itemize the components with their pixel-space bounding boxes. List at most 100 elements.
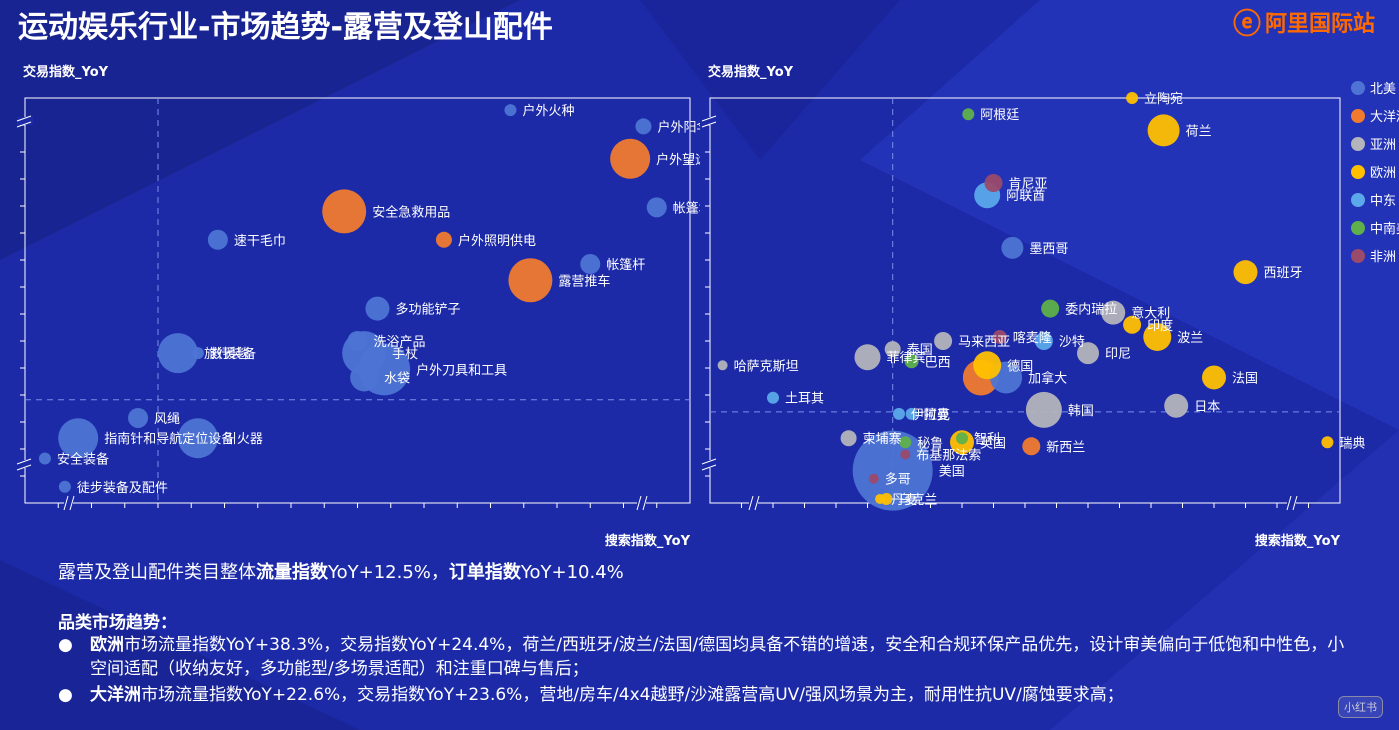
point-帐篷杆	[580, 254, 601, 275]
summary-prefix: 露营及登山配件类目整体	[58, 562, 256, 583]
trend-item-europe: ● 欧洲市场流量指数YoY+38.3%，交易指数YoY+24.4%，荷兰/西班牙…	[58, 633, 1348, 681]
point-泰国	[884, 341, 901, 358]
label-加拿大: 加拿大	[1028, 370, 1067, 386]
point-肯尼亚	[984, 174, 1003, 193]
axis-break-mark	[701, 458, 717, 465]
point-智利	[956, 432, 968, 445]
axis-break-mark	[701, 121, 717, 128]
point-户外照明供电	[435, 231, 452, 248]
axis-break-mark	[1286, 495, 1292, 511]
label-印度: 印度	[1147, 318, 1173, 334]
label-手杖: 手杖	[392, 347, 418, 362]
point-徒步装备及配件	[58, 480, 71, 493]
point-安全急救用品	[322, 189, 367, 234]
label-安全急救用品: 安全急救用品	[372, 204, 450, 220]
point-法国	[1202, 365, 1226, 390]
category-scatter-chart: 交易指数_YoY 搜索指数_YoY 户外火种户外阳伞户外望远镜帐篷地钉&锤 安全急救用…	[16, 64, 700, 549]
axis-break-mark	[701, 115, 717, 122]
legend-marker-欧洲	[1351, 165, 1365, 179]
point-美国	[852, 430, 933, 511]
label-乌克兰: 乌克兰	[898, 492, 937, 508]
label-丹麦: 丹麦	[891, 493, 917, 508]
x-axis-label: 搜索指数_YoY	[605, 533, 691, 549]
label-户外火种: 户外火种	[522, 103, 574, 119]
point-帐篷地钉&锤	[646, 197, 667, 218]
label-美国: 美国	[939, 465, 965, 480]
point-速干毛巾	[207, 229, 228, 250]
order-index-label: 订单指数	[448, 562, 521, 583]
label-阿根廷: 阿根廷	[980, 108, 1019, 123]
label-多哥: 多哥	[885, 472, 911, 488]
flow-index-value: YoY+12.5%，	[328, 562, 449, 583]
point-洗浴产品	[347, 331, 368, 351]
label-户外阳伞: 户外阳伞	[657, 119, 700, 135]
axis-break-mark	[63, 495, 69, 511]
label-英国: 英国	[980, 436, 1006, 451]
point-立陶宛	[1126, 92, 1139, 104]
label-意大利: 意大利	[1131, 306, 1170, 322]
label-泰国: 泰国	[907, 343, 933, 358]
point-秘鲁	[899, 436, 912, 449]
legend-marker-北美	[1351, 81, 1365, 95]
x-axis-label: 搜索指数_YoY	[1255, 533, 1341, 549]
label-喀麦隆: 喀麦隆	[1013, 330, 1052, 346]
label-立陶宛: 立陶宛	[1144, 91, 1183, 107]
label-柬埔寨: 柬埔寨	[863, 431, 902, 447]
label-阿曼: 阿曼	[924, 408, 950, 423]
legend-marker-亚洲	[1351, 137, 1365, 151]
point-瑞典	[1321, 436, 1334, 449]
point-沙特	[1034, 332, 1053, 350]
point-印尼	[1077, 342, 1099, 365]
point-伊拉克	[893, 407, 905, 420]
label-巴西: 巴西	[925, 355, 951, 370]
legend-label-欧洲: 欧洲	[1370, 166, 1396, 181]
label-水袋: 水袋	[384, 371, 410, 386]
axis-break-mark	[16, 464, 32, 471]
axis-break-y	[702, 117, 718, 125]
point-日本	[1164, 393, 1189, 418]
label-瑞典: 瑞典	[1339, 436, 1365, 451]
trend-section-title: 品类市场趋势：	[58, 613, 177, 633]
label-西班牙: 西班牙	[1264, 266, 1303, 281]
axis-break-mark	[701, 464, 717, 471]
point-安全装备	[38, 452, 51, 465]
label-韩国: 韩国	[1068, 404, 1094, 419]
axis-break-mark	[636, 495, 642, 511]
label-新西兰: 新西兰	[1046, 439, 1085, 455]
label-马来西亚: 马来西亚	[958, 335, 1010, 350]
y-axis-label: 交易指数_YoY	[23, 64, 109, 80]
label-沙特: 沙特	[1059, 335, 1085, 350]
axis-break-mark	[16, 121, 32, 128]
label-肯尼亚: 肯尼亚	[1009, 177, 1048, 192]
label-旅行装备: 旅行装备	[204, 346, 256, 362]
point-水袋	[350, 363, 379, 392]
label-阿联酋: 阿联酋	[1006, 188, 1045, 204]
axis-break-x	[1287, 497, 1296, 511]
legend-label-中南美: 中南美	[1370, 221, 1399, 237]
point-委内瑞拉	[1041, 299, 1060, 318]
legend-label-北美: 北美	[1370, 82, 1396, 97]
label-洗浴产品: 洗浴产品	[374, 335, 426, 350]
point-荷兰	[1147, 114, 1180, 147]
axis-break-mark	[69, 495, 75, 511]
point-印度	[1123, 315, 1142, 334]
legend-marker-中南美	[1351, 221, 1365, 235]
point-旅行装备	[157, 333, 198, 374]
point-阿根廷	[962, 108, 975, 121]
label-哈萨克斯坦: 哈萨克斯坦	[734, 359, 799, 374]
legend-marker-中东	[1351, 193, 1365, 207]
label-菲律宾: 菲律宾	[887, 350, 926, 366]
label-伊拉克: 伊拉克	[911, 408, 950, 423]
point-阿曼	[905, 407, 918, 420]
order-index-value: YoY+10.4%	[520, 562, 624, 583]
label-风绳: 风绳	[154, 412, 180, 427]
point-德国	[973, 351, 1002, 380]
point-土耳其	[767, 391, 779, 404]
point-露营推车	[508, 258, 553, 303]
point-墨西哥	[1001, 236, 1024, 259]
label-德国: 德国	[1007, 359, 1033, 374]
alibaba-logo: ⓔ 阿里国际站	[1233, 2, 1375, 42]
label-土耳其: 土耳其	[785, 392, 824, 407]
label-引火器: 引火器	[224, 432, 263, 447]
label-印尼: 印尼	[1105, 347, 1131, 362]
